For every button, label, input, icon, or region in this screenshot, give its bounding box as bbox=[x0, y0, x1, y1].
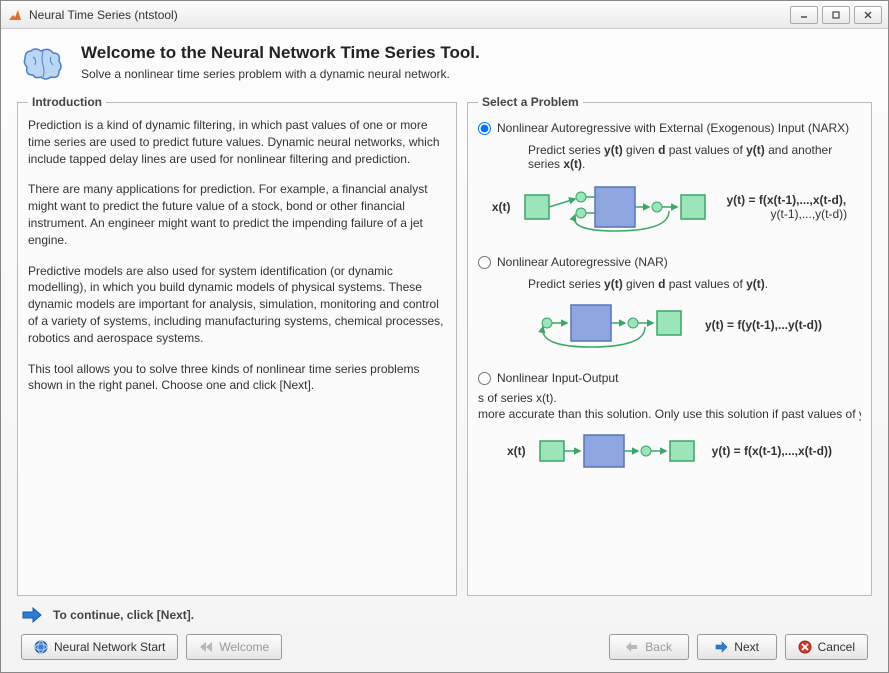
arrow-right-icon bbox=[714, 641, 728, 653]
nar-equation: y(t) = f(y(t-1),...y(t-d)) bbox=[705, 318, 822, 332]
introduction-panel: Introduction Prediction is a kind of dyn… bbox=[17, 95, 457, 596]
io-description-line1: s of series x(t). bbox=[478, 391, 861, 405]
header: Welcome to the Neural Network Time Serie… bbox=[17, 39, 872, 95]
option-narx-label: Nonlinear Autoregressive with External (… bbox=[497, 121, 849, 135]
rewind-icon bbox=[199, 641, 213, 653]
titlebar: Neural Time Series (ntstool) bbox=[1, 1, 888, 29]
window-buttons bbox=[790, 6, 882, 24]
next-button[interactable]: Next bbox=[697, 634, 777, 660]
io-diagram: x(t) bbox=[478, 429, 861, 473]
nar-network-icon bbox=[517, 297, 697, 353]
back-button: Back bbox=[609, 634, 689, 660]
brain-icon bbox=[19, 43, 67, 83]
option-nar-label: Nonlinear Autoregressive (NAR) bbox=[497, 255, 668, 269]
intro-paragraph: This tool allows you to solve three kind… bbox=[28, 361, 446, 395]
narx-description: Predict series y(t) given d past values … bbox=[478, 143, 861, 171]
window: Neural Time Series (ntstool) Welcome to … bbox=[0, 0, 889, 673]
continue-hint-text: To continue, click [Next]. bbox=[53, 608, 194, 622]
option-io-label: Nonlinear Input-Output bbox=[497, 371, 618, 385]
intro-paragraph: There are many applications for predicti… bbox=[28, 181, 446, 248]
radio-io[interactable] bbox=[478, 372, 491, 385]
select-problem-panel: Select a Problem Nonlinear Autoregressiv… bbox=[467, 95, 872, 596]
maximize-button[interactable] bbox=[822, 6, 850, 24]
cancel-icon bbox=[798, 640, 812, 654]
cancel-button[interactable]: Cancel bbox=[785, 634, 868, 660]
nar-description: Predict series y(t) given d past values … bbox=[478, 277, 861, 291]
nar-diagram: y(t) = f(y(t-1),...y(t-d)) bbox=[478, 297, 861, 353]
io-xt-label: x(t) bbox=[507, 444, 526, 458]
option-io[interactable]: Nonlinear Input-Output bbox=[478, 371, 861, 385]
narx-equation: y(t) = f(x(t-1),...,x(t-d), y(t-1),...,y… bbox=[727, 193, 848, 221]
welcome-button: Welcome bbox=[186, 634, 282, 660]
neural-network-start-button[interactable]: Neural Network Start bbox=[21, 634, 178, 660]
narx-network-icon bbox=[519, 177, 719, 237]
close-button[interactable] bbox=[854, 6, 882, 24]
page-subtitle: Solve a nonlinear time series problem wi… bbox=[81, 67, 480, 81]
content: Welcome to the Neural Network Time Serie… bbox=[1, 29, 888, 672]
option-narx[interactable]: Nonlinear Autoregressive with External (… bbox=[478, 121, 861, 135]
window-title: Neural Time Series (ntstool) bbox=[29, 8, 790, 22]
narx-xt-label: x(t) bbox=[492, 200, 511, 214]
arrow-left-icon bbox=[625, 641, 639, 653]
page-title: Welcome to the Neural Network Time Serie… bbox=[81, 43, 480, 63]
globe-icon bbox=[34, 640, 48, 654]
button-bar: Neural Network Start Welcome Back Next bbox=[17, 634, 872, 660]
select-problem-legend: Select a Problem bbox=[478, 95, 583, 109]
intro-paragraph: Predictive models are also used for syst… bbox=[28, 263, 446, 347]
option-nar[interactable]: Nonlinear Autoregressive (NAR) bbox=[478, 255, 861, 269]
introduction-legend: Introduction bbox=[28, 95, 106, 109]
radio-narx[interactable] bbox=[478, 122, 491, 135]
intro-paragraph: Prediction is a kind of dynamic filterin… bbox=[28, 117, 446, 167]
io-network-icon bbox=[534, 429, 704, 473]
radio-nar[interactable] bbox=[478, 256, 491, 269]
panels: Introduction Prediction is a kind of dyn… bbox=[17, 95, 872, 596]
io-equation: y(t) = f(x(t-1),...,x(t-d)) bbox=[712, 444, 832, 458]
io-description-line2: more accurate than this solution. Only u… bbox=[478, 407, 861, 421]
minimize-button[interactable] bbox=[790, 6, 818, 24]
arrow-right-icon bbox=[21, 606, 43, 624]
matlab-icon bbox=[7, 7, 23, 23]
narx-diagram: x(t) bbox=[478, 177, 861, 237]
continue-hint: To continue, click [Next]. bbox=[17, 596, 872, 634]
